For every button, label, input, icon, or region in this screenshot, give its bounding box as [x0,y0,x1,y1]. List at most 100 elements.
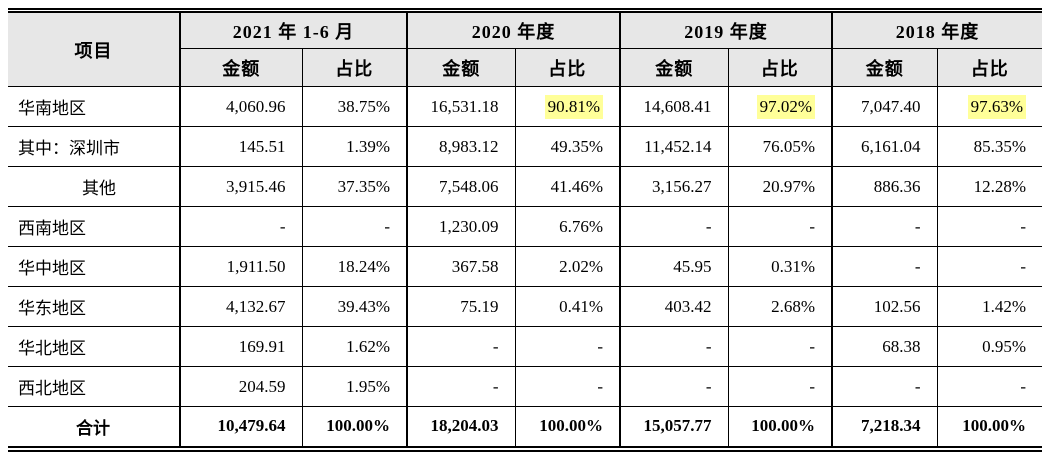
subheader-amount-2019: 金额 [619,48,729,87]
region-label: 西南地区 [8,206,181,247]
subheader-amount-2021h1: 金额 [180,48,303,87]
share-cell: 85.35% [936,126,1042,167]
share-cell: 100.00% [936,406,1042,449]
share-cell: 0.31% [727,246,833,287]
subheader-share-2021h1: 占比 [301,48,408,87]
highlighted-value: 97.02% [756,94,815,119]
table-row: 华中地区 1,911.50 18.24% 367.58 2.02% 45.95 0.31% -… [8,246,1042,287]
highlighted-value: 97.63% [967,94,1026,119]
amount-cell: - [831,246,938,287]
share-cell: 1.42% [936,286,1042,327]
share-cell: - [936,366,1042,407]
amount-cell: 1,911.50 [179,246,303,287]
share-cell: 90.81% [514,86,621,127]
share-cell: 97.02% [727,86,833,127]
column-header-2020: 2020 年度 [406,10,621,49]
amount-cell: 14,608.41 [619,86,729,127]
share-cell: 0.95% [936,326,1042,367]
amount-cell: - [831,206,938,247]
table-body: 华南地区 4,060.96 38.75% 16,531.18 90.81% 14,608.… [8,86,1042,449]
share-cell: 18.24% [301,246,408,287]
amount-cell: 7,548.06 [406,166,516,207]
share-cell: 0.41% [514,286,621,327]
amount-cell: - [831,366,938,407]
share-cell: 1.39% [301,126,408,167]
column-header-2018: 2018 年度 [831,10,1042,49]
region-label: 华中地区 [8,246,181,287]
amount-cell: 75.19 [406,286,516,327]
table-row: 西南地区 - -1,230.09 6.76% - - - - [8,206,1042,247]
amount-cell: 3,915.46 [179,166,303,207]
share-cell: 100.00% [727,406,833,449]
share-cell: 76.05% [727,126,833,167]
share-cell: 49.35% [514,126,621,167]
share-cell: - [936,246,1042,287]
share-cell: 1.95% [301,366,408,407]
amount-cell: 7,047.40 [831,86,938,127]
amount-cell: 11,452.14 [619,126,729,167]
share-cell: 2.68% [727,286,833,327]
amount-cell: 10,479.64 [179,406,303,449]
amount-cell: - [619,326,729,367]
table-row: 华南地区 4,060.96 38.75% 16,531.18 90.81% 14,608.… [8,86,1042,127]
share-cell: - [727,326,833,367]
share-cell: 20.97% [727,166,833,207]
table-row: 其他 3,915.46 37.35% 7,548.06 41.46% 3,156.27 20… [8,166,1042,207]
share-cell: 12.28% [936,166,1042,207]
column-header-2021h1: 2021 年 1-6 月 [179,10,408,49]
share-cell: 39.43% [301,286,408,327]
header-row-groups: 项目 2021 年 1-6 月 2020 年度 2019 年度 2018 年度 [8,10,1042,87]
highlighted-value: 90.81% [544,94,603,119]
region-label: 华南地区 [8,86,181,127]
region-label: 其中：深圳市 [8,126,181,167]
amount-cell: 8,983.12 [406,126,516,167]
amount-cell: - [406,366,516,407]
amount-cell: 18,204.03 [406,406,516,449]
table-row: 华北地区 169.91 1.62% - - - -68.38 0.95% [8,326,1042,367]
amount-cell: 1,230.09 [406,206,516,247]
amount-cell: 15,057.77 [619,406,729,449]
subheader-share-2019: 占比 [727,48,833,87]
share-cell: - [514,366,621,407]
amount-cell: - [179,206,303,247]
amount-cell: 204.59 [179,366,303,407]
regional-revenue-table: 项目 2021 年 1-6 月 2020 年度 2019 年度 2018 年度 … [8,8,1042,452]
table-row: 华东地区 4,132.67 39.43% 75.19 0.41% 403.42 2.68% 1… [8,286,1042,327]
share-cell: 97.63% [936,86,1042,127]
amount-cell: 16,531.18 [406,86,516,127]
share-cell: - [727,206,833,247]
share-cell: - [727,366,833,407]
share-cell: 37.35% [301,166,408,207]
amount-cell: - [406,326,516,367]
region-label: 华北地区 [8,326,181,367]
amount-cell: 68.38 [831,326,938,367]
amount-cell: - [619,366,729,407]
region-label: 其他 [8,166,181,207]
region-label: 西北地区 [8,366,181,407]
share-cell: 2.02% [514,246,621,287]
region-label: 华东地区 [8,286,181,327]
subheader-amount-2018: 金额 [831,48,938,87]
amount-cell: 367.58 [406,246,516,287]
amount-cell: 7,218.34 [831,406,938,449]
share-cell: - [936,206,1042,247]
total-row: 合计 10,479.64 100.00% 18,204.03 100.00% 15,057… [8,406,1042,449]
subheader-amount-2020: 金额 [406,48,516,87]
share-cell: - [301,206,408,247]
total-label: 合计 [8,406,181,449]
subheader-share-2020: 占比 [514,48,621,87]
amount-cell: 3,156.27 [619,166,729,207]
amount-cell: 102.56 [831,286,938,327]
share-cell: 41.46% [514,166,621,207]
table-row: 其中：深圳市 145.51 1.39% 8,983.12 49.35% 11,452.14… [8,126,1042,167]
table-row: 西北地区 204.59 1.95% - - - - - - [8,366,1042,407]
share-cell: - [514,326,621,367]
subheader-share-2018: 占比 [936,48,1042,87]
amount-cell: 886.36 [831,166,938,207]
share-cell: 6.76% [514,206,621,247]
amount-cell: 6,161.04 [831,126,938,167]
amount-cell: 45.95 [619,246,729,287]
amount-cell: 169.91 [179,326,303,367]
share-cell: 100.00% [301,406,408,449]
